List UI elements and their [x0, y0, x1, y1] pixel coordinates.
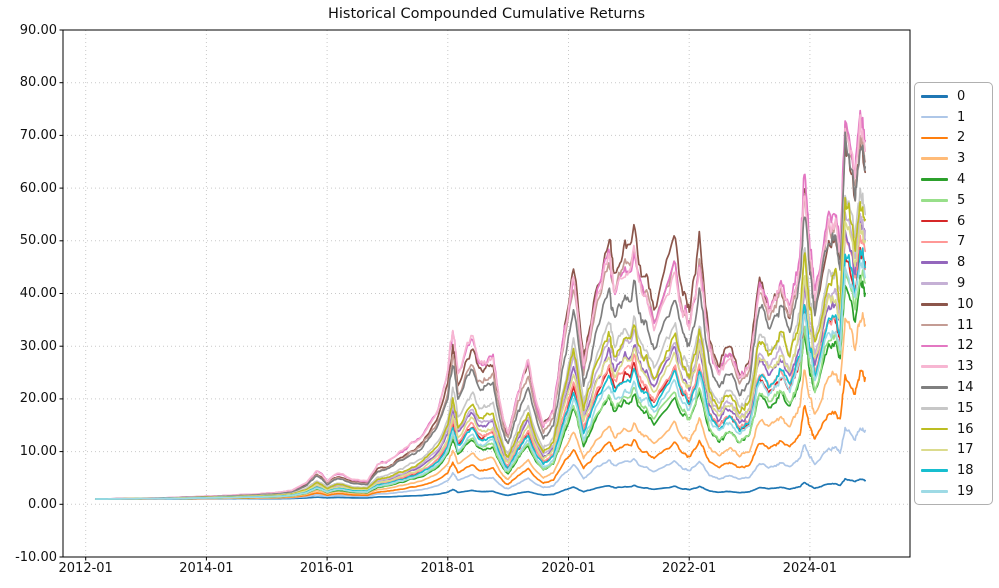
legend-line-swatch: [921, 469, 948, 473]
legend-item-11: 11: [915, 315, 992, 336]
series-line-11: [94, 123, 867, 500]
y-tick-label: 50.00: [19, 233, 57, 249]
legend-item-10: 10: [915, 294, 992, 315]
legend-label: 5: [957, 192, 966, 208]
y-tick-label: 60.00: [19, 180, 57, 196]
legend-label: 18: [957, 463, 974, 479]
series-line-12: [94, 109, 867, 500]
y-tick-label: 20.00: [19, 391, 57, 407]
legend-label: 19: [957, 484, 974, 500]
y-tick-label: 10.00: [19, 444, 57, 460]
y-tick-label: 30.00: [19, 338, 57, 354]
legend-line-swatch: [921, 365, 948, 369]
legend-label: 11: [957, 317, 974, 333]
legend-label: 17: [957, 442, 974, 458]
y-tick-label: 90.00: [19, 22, 57, 38]
series-line-16: [94, 196, 867, 500]
legend-item-3: 3: [915, 148, 992, 169]
legend-item-6: 6: [915, 211, 992, 232]
legend-line-swatch: [921, 136, 948, 140]
y-tick-label: 0.00: [28, 496, 57, 512]
legend-item-9: 9: [915, 273, 992, 294]
legend-label: 12: [957, 338, 974, 354]
legend-item-14: 14: [915, 377, 992, 398]
x-tick-label: 2020-01: [541, 561, 596, 576]
legend-item-1: 1: [915, 107, 992, 128]
chart-title: Historical Compounded Cumulative Returns: [327, 6, 646, 22]
legend-line-swatch: [921, 282, 948, 285]
series-lines: [94, 109, 867, 500]
legend-line-swatch: [921, 323, 948, 327]
legend-label: 7: [957, 234, 966, 250]
y-tick-label: 40.00: [19, 286, 57, 301]
legend-label: 10: [957, 296, 974, 312]
legend-item-18: 18: [915, 460, 992, 481]
x-tick-label: 2022-01: [662, 561, 717, 576]
legend-item-19: 19: [915, 481, 992, 502]
legend-label: 1: [957, 109, 966, 125]
x-tick-label: 2024-01: [782, 561, 838, 576]
legend: 0 1 2 3 4 5 6 7 8 9 10 11 12 13 14 15 16 17 18 19: [914, 82, 993, 505]
legend-line-swatch: [921, 115, 948, 119]
legend-label: 4: [957, 172, 966, 188]
legend-label: 14: [957, 380, 974, 396]
legend-line-swatch: [921, 448, 948, 452]
legend-line-swatch: [921, 303, 948, 306]
x-tick-label: 2014-01: [179, 561, 234, 576]
legend-item-13: 13: [915, 356, 992, 377]
legend-item-15: 15: [915, 398, 992, 419]
x-tick-label: 2012-01: [58, 561, 113, 576]
legend-line-swatch: [921, 95, 948, 98]
legend-label: 8: [957, 255, 966, 271]
series-line-14: [94, 131, 867, 500]
y-tick-label: 80.00: [19, 75, 57, 91]
legend-line-swatch: [921, 178, 948, 181]
legend-item-5: 5: [915, 190, 992, 211]
legend-line-swatch: [921, 219, 948, 223]
legend-item-16: 16: [915, 419, 992, 440]
legend-item-17: 17: [915, 440, 992, 461]
legend-label: 6: [957, 213, 966, 229]
legend-line-swatch: [921, 407, 948, 410]
x-tick-label: 2016-01: [299, 561, 355, 576]
legend-line-swatch: [921, 240, 948, 244]
legend-line-swatch: [921, 199, 948, 202]
legend-label: 15: [957, 400, 974, 416]
y-tick-label: -10.00: [15, 549, 57, 565]
legend-line-swatch: [921, 427, 948, 431]
legend-label: 16: [957, 421, 974, 437]
legend-label: 2: [957, 130, 966, 146]
legend-item-12: 12: [915, 336, 992, 357]
legend-line-swatch: [921, 490, 948, 493]
legend-line-swatch: [921, 386, 948, 389]
series-line-19: [94, 259, 867, 500]
legend-label: 13: [957, 359, 974, 375]
legend-line-swatch: [921, 344, 948, 348]
series-line-13: [94, 114, 867, 500]
legend-label: 3: [957, 151, 966, 167]
legend-label: 9: [957, 276, 966, 292]
legend-label: 0: [957, 88, 966, 104]
legend-item-4: 4: [915, 169, 992, 190]
x-tick-label: 2018-01: [420, 561, 475, 576]
y-tick-label: 70.00: [19, 127, 57, 143]
legend-item-8: 8: [915, 252, 992, 273]
legend-line-swatch: [921, 261, 948, 265]
legend-item-2: 2: [915, 128, 992, 149]
legend-item-7: 7: [915, 232, 992, 253]
legend-item-0: 0: [915, 86, 992, 107]
axes-frame: [59, 29, 911, 561]
legend-line-swatch: [921, 157, 948, 161]
